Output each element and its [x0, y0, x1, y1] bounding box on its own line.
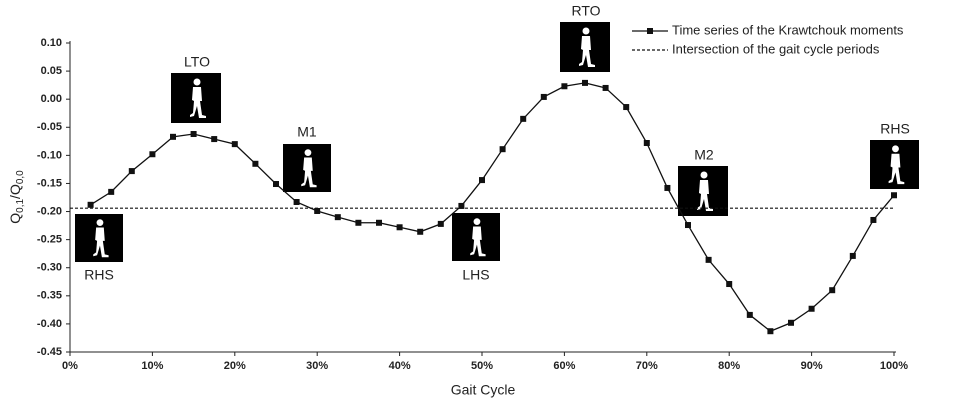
point: [520, 116, 526, 122]
point: [644, 140, 650, 146]
annotation: M2: [694, 147, 714, 163]
gait-icon: [870, 140, 919, 189]
y-tick-label: -0.20: [37, 205, 62, 217]
annotation: LHS: [462, 267, 489, 283]
point: [417, 229, 423, 235]
x-tick-label: 20%: [224, 360, 246, 372]
point: [294, 199, 300, 205]
point: [149, 151, 155, 157]
point: [376, 220, 382, 226]
y-tick-label: -0.35: [37, 290, 62, 302]
y-tick-label: 0.10: [41, 37, 62, 49]
legend-label: Time series of the Krawtchouk moments: [672, 22, 904, 37]
point: [232, 141, 238, 147]
annotation: RTO: [571, 3, 600, 19]
x-tick-label: 50%: [471, 360, 493, 372]
point: [685, 222, 691, 228]
point: [850, 253, 856, 259]
point: [726, 281, 732, 287]
point: [891, 192, 897, 198]
point: [191, 131, 197, 137]
point: [108, 189, 114, 195]
point: [706, 257, 712, 263]
point: [170, 134, 176, 140]
y-tick-label: -0.15: [37, 177, 62, 189]
gait-icon: [283, 144, 331, 192]
point: [500, 146, 506, 152]
point: [479, 177, 485, 183]
point: [747, 312, 753, 318]
y-tick-label: 0.05: [41, 65, 62, 77]
point: [211, 136, 217, 142]
point: [664, 185, 670, 191]
point: [129, 168, 135, 174]
gait-icon: [171, 73, 221, 123]
annotation: RHS: [880, 121, 910, 137]
point: [767, 328, 773, 334]
x-tick-label: 0%: [62, 360, 78, 372]
x-tick-label: 30%: [306, 360, 328, 372]
y-tick-label: -0.25: [37, 234, 62, 246]
y-tick-label: -0.40: [37, 318, 62, 330]
page: {"chart_data": { "type": "line", "x_labe…: [0, 0, 957, 403]
point: [438, 221, 444, 227]
y-label-part: Q: [7, 213, 23, 224]
point: [252, 161, 258, 167]
legend-marker: [647, 28, 653, 34]
x-tick-label: 40%: [389, 360, 411, 372]
point: [314, 208, 320, 214]
gait-icon: [75, 214, 123, 262]
point: [829, 287, 835, 293]
point: [273, 181, 279, 187]
x-tick-label: 100%: [880, 360, 908, 372]
point: [582, 80, 588, 86]
point: [788, 320, 794, 326]
y-tick-label: 0.00: [41, 93, 62, 105]
gait-icon: [452, 213, 500, 261]
gait-icon: [560, 22, 610, 72]
legend-label: Intersection of the gait cycle periods: [672, 41, 880, 56]
x-axis-label: Gait Cycle: [451, 382, 516, 398]
point: [335, 214, 341, 220]
y-axis-label: Q0,1/Q0,0: [7, 170, 26, 224]
x-tick-label: 10%: [141, 360, 163, 372]
point: [88, 202, 94, 208]
annotation: LTO: [184, 54, 210, 70]
point: [809, 306, 815, 312]
y-tick-label: -0.30: [37, 262, 62, 274]
annotation: M1: [297, 124, 317, 140]
x-tick-label: 60%: [553, 360, 575, 372]
x-tick-label: 80%: [718, 360, 740, 372]
chart: RHS LTO M1 LHS RTO M2 RHS Gait Cycle Q0,…: [0, 0, 957, 403]
point: [355, 220, 361, 226]
y-label-part: /Q: [7, 184, 23, 199]
y-tick-label: -0.05: [37, 121, 62, 133]
y-tick-label: -0.45: [37, 346, 62, 358]
y-label-part: 0,0: [15, 170, 26, 184]
annotation: RHS: [84, 267, 114, 283]
point: [870, 217, 876, 223]
x-tick-label: 70%: [636, 360, 658, 372]
point: [603, 85, 609, 91]
point: [541, 94, 547, 100]
x-tick-label: 90%: [801, 360, 823, 372]
point: [561, 83, 567, 89]
point: [623, 104, 629, 110]
y-label-part: 0,1: [15, 199, 26, 213]
y-tick-label: -0.10: [37, 149, 62, 161]
point: [397, 224, 403, 230]
